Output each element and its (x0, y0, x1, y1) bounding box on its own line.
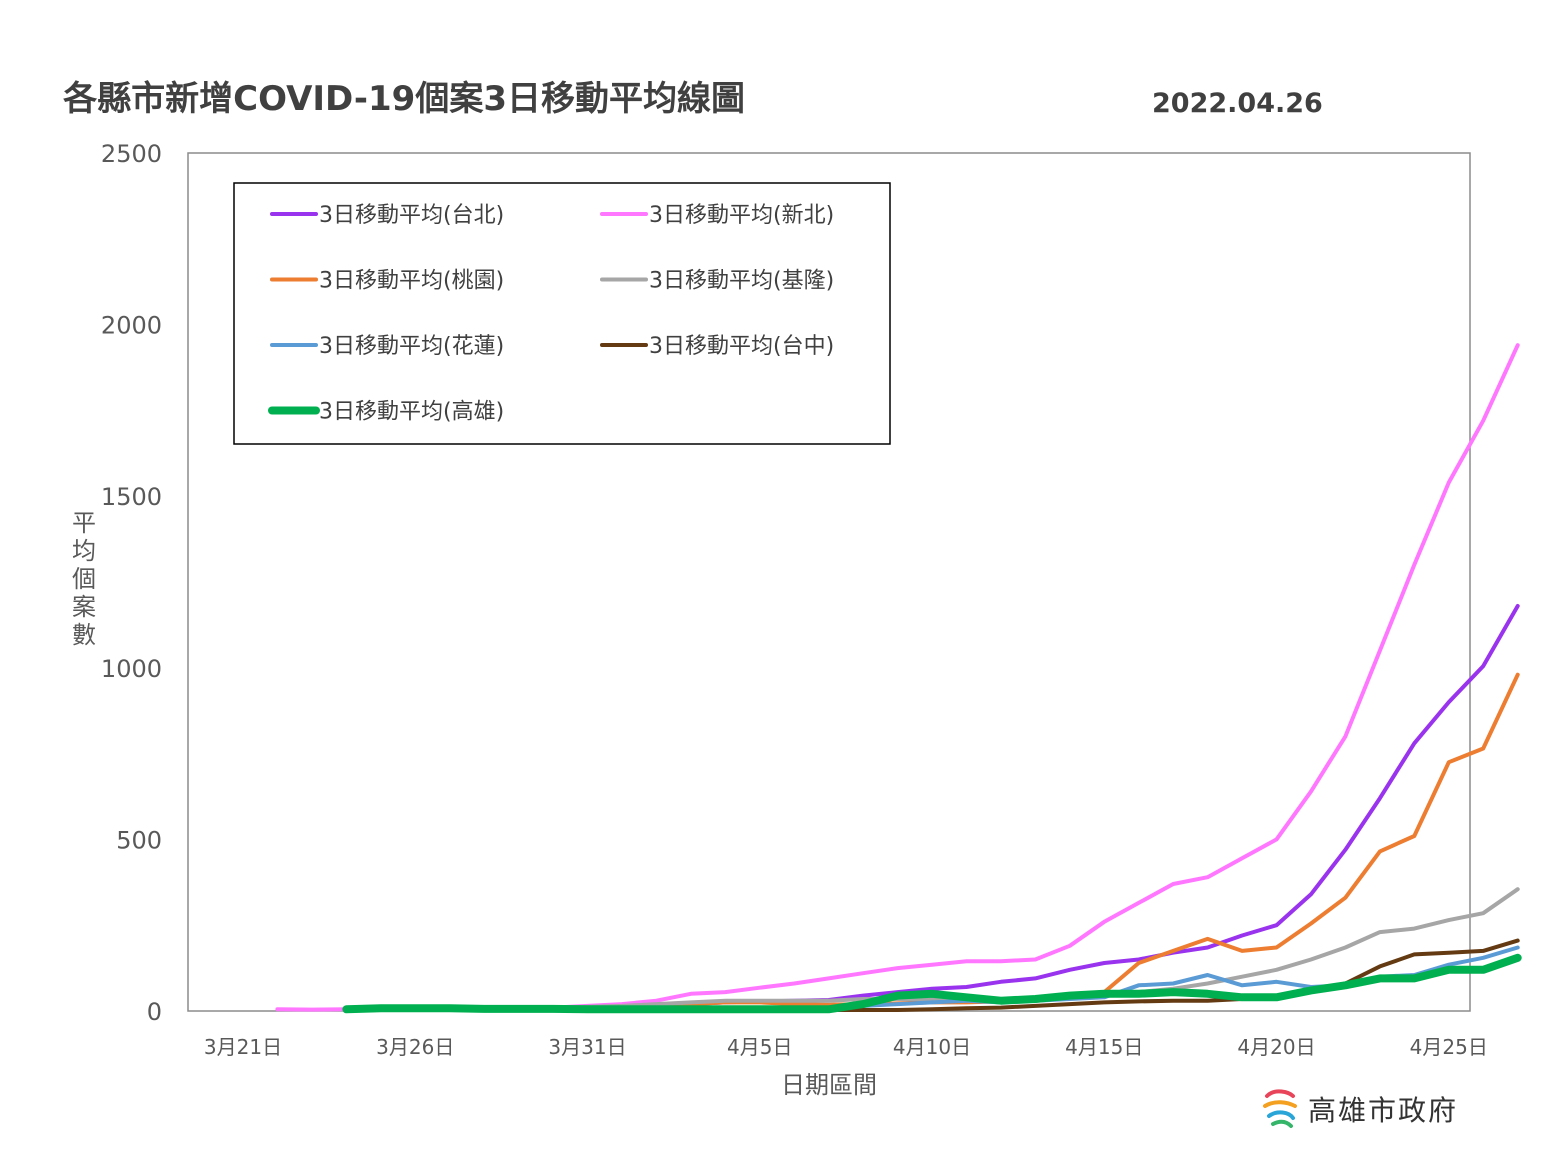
legend-item: 3日移動平均(基隆) (600, 269, 834, 294)
x-axis-label: 日期區間 (781, 1071, 877, 1099)
y-tick-label: 2000 (101, 312, 162, 340)
legend-item: 3日移動平均(花蓮) (270, 334, 504, 359)
y-axis-label: 平均個案數 (72, 509, 96, 649)
legend-item: 3日移動平均(桃園) (270, 269, 504, 294)
x-tick-label: 3月26日 (376, 1035, 454, 1059)
y-axis-ticks: 0 500 1000 1500 2000 2500 (101, 140, 162, 1026)
legend-item: 3日移動平均(新北) (600, 203, 834, 228)
kaohsiung-city-logo-icon (1263, 1089, 1297, 1128)
series-line-2 (344, 672, 1520, 1012)
x-axis-ticks: 3月21日 3月26日 3月31日 4月5日 4月10日 4月15日 4月20日 4月25日 (204, 1035, 1488, 1059)
legend-box (233, 182, 891, 445)
legend-label: 3日移動平均(台北) (319, 203, 504, 228)
chart-title: 各縣市新增COVID-19個案3日移動平均線圖 (63, 79, 745, 119)
chart-date: 2022.04.26 (1152, 88, 1323, 119)
legend-label: 3日移動平均(高雄) (319, 400, 504, 425)
legend-item: 3日移動平均(台北) (270, 203, 504, 228)
x-tick-label: 4月20日 (1237, 1035, 1315, 1059)
legend: 3日移動平均(台北) 3日移動平均(新北) 3日移動平均(桃園) 3日移動平均(基隆)… (233, 182, 891, 445)
legend-label: 3日移動平均(基隆) (649, 269, 834, 294)
y-tick-label: 1500 (101, 483, 162, 511)
legend-label: 3日移動平均(台中) (649, 334, 834, 359)
x-tick-label: 4月15日 (1065, 1035, 1143, 1059)
legend-item: 3日移動平均(高雄) (268, 400, 504, 425)
y-tick-label: 0 (147, 998, 162, 1026)
x-tick-label: 4月10日 (893, 1035, 971, 1059)
y-tick-label: 2500 (101, 140, 162, 168)
y-tick-label: 1000 (101, 655, 162, 683)
legend-item: 3日移動平均(台中) (600, 334, 834, 359)
x-tick-label: 4月25日 (1410, 1035, 1488, 1059)
x-tick-label: 4月5日 (727, 1035, 792, 1059)
legend-label: 3日移動平均(桃園) (319, 269, 504, 294)
series-line-6 (342, 953, 1522, 1014)
legend-label: 3日移動平均(新北) (649, 203, 834, 228)
footer-org-name: 高雄市政府 (1308, 1094, 1458, 1127)
legend-label: 3日移動平均(花蓮) (319, 334, 504, 359)
x-tick-label: 3月21日 (204, 1035, 282, 1059)
y-tick-label: 500 (116, 826, 162, 854)
series-lines (275, 343, 1522, 1014)
x-tick-label: 3月31日 (548, 1035, 626, 1059)
